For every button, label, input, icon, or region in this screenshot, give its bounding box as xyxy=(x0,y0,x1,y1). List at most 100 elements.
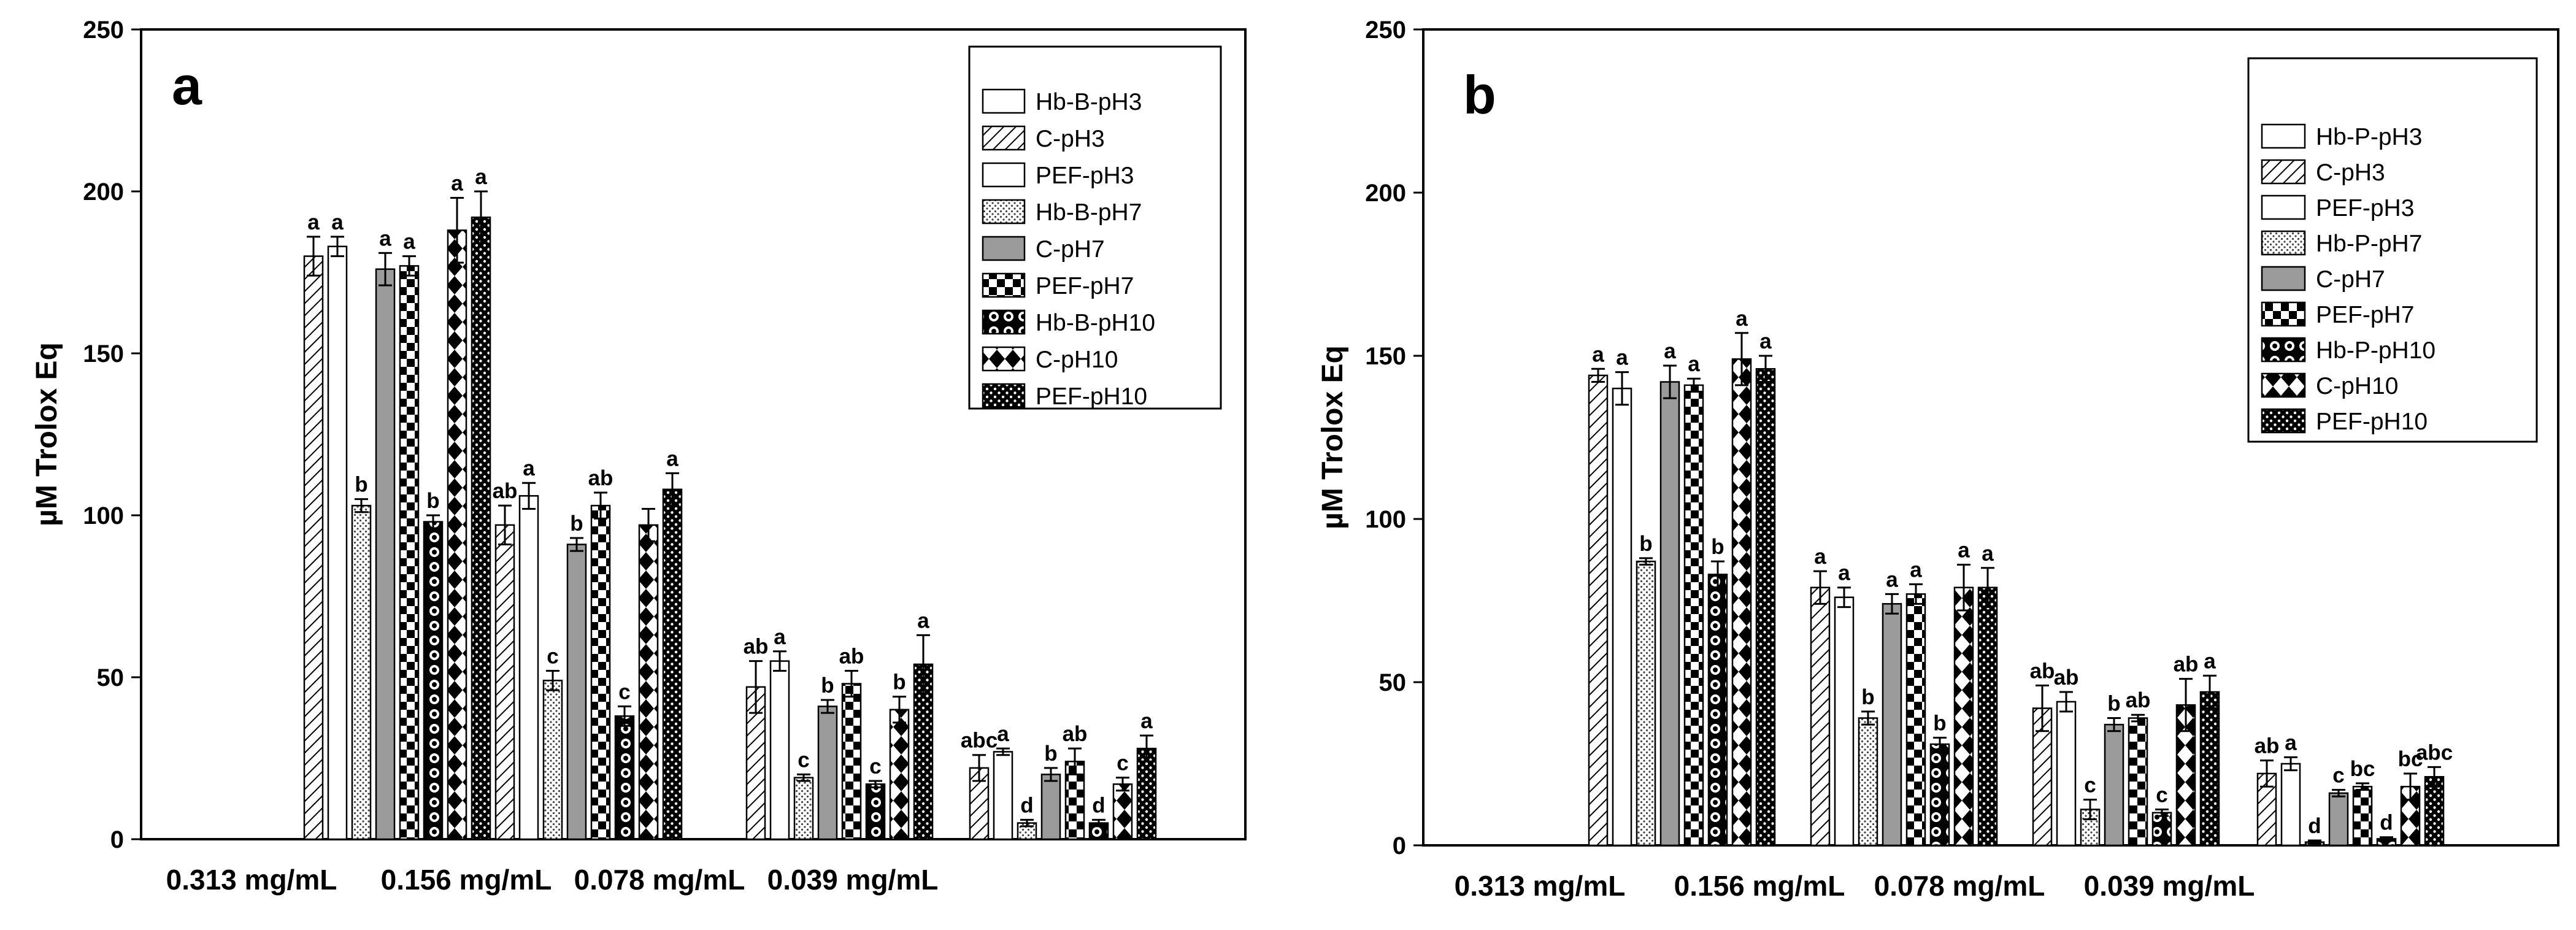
legend-swatch xyxy=(2261,301,2306,327)
significance-letter: a xyxy=(917,609,929,632)
bar xyxy=(1659,381,1680,847)
significance-letter: a xyxy=(403,230,415,254)
error-bar xyxy=(972,754,986,782)
bar xyxy=(2128,717,2148,847)
legend-swatch xyxy=(982,272,1026,298)
bar xyxy=(769,660,790,840)
error-bar xyxy=(1687,377,1701,393)
legend-swatch xyxy=(2261,337,2306,363)
legend-swatch xyxy=(2261,408,2306,434)
y-tick-label: 150 xyxy=(83,340,124,367)
error-bar xyxy=(2308,839,2321,845)
error-bar xyxy=(1020,818,1034,828)
error-bar xyxy=(522,482,536,510)
legend-label: Hb-P-pH10 xyxy=(2316,337,2436,364)
bar xyxy=(1858,717,1878,847)
error-bar xyxy=(1044,767,1058,782)
error-bar xyxy=(546,669,559,691)
legend-label: C-pH10 xyxy=(2316,373,2398,399)
bar xyxy=(662,488,683,840)
bar xyxy=(841,683,862,840)
x-category-label: 0.313 mg/mL xyxy=(1455,870,1626,902)
x-category-label: 0.156 mg/mL xyxy=(1674,870,1845,902)
significance-letter: b xyxy=(1933,711,1946,735)
significance-letter: a xyxy=(2204,649,2216,673)
bar xyxy=(1636,560,1656,847)
bar xyxy=(614,715,635,840)
error-bar xyxy=(1981,567,1994,609)
significance-letter: a xyxy=(1759,329,1772,353)
legend-swatch xyxy=(982,125,1026,151)
significance-letter: a xyxy=(1688,352,1700,376)
significance-letter: a xyxy=(523,456,535,480)
y-tick-label: 200 xyxy=(1365,180,1406,207)
significance-letter: ab xyxy=(2174,653,2199,677)
y-tick-label: 0 xyxy=(1393,832,1406,859)
legend-label: Hb-B-pH3 xyxy=(1036,89,1142,115)
legend-label: Hb-B-pH7 xyxy=(1036,199,1142,226)
legend-label: C-pH10 xyxy=(1036,347,1118,373)
y-tick-label: 0 xyxy=(110,826,124,853)
significance-letter: c xyxy=(2332,764,2344,788)
legend-swatch xyxy=(982,162,1026,188)
significance-letter: a xyxy=(1664,339,1676,363)
significance-letter: b xyxy=(355,473,367,497)
legend-label: PEF-pH7 xyxy=(1036,273,1134,299)
bar xyxy=(1882,603,1902,847)
error-bar xyxy=(1885,593,1899,615)
legend-swatch xyxy=(2261,123,2306,149)
bar xyxy=(2400,785,2421,847)
error-bar xyxy=(917,634,930,694)
legend-label: PEF-pH10 xyxy=(2316,409,2428,435)
legend-label: C-pH3 xyxy=(1036,126,1105,152)
bar xyxy=(1755,368,1776,847)
significance-letter: a xyxy=(307,210,320,234)
significance-letter: a xyxy=(475,165,487,189)
legend-swatch xyxy=(982,309,1026,335)
significance-letter: a xyxy=(379,226,391,250)
error-bar xyxy=(2203,674,2217,710)
legend: Hb-P-pH3 C-pH3 PEF-pH3 Hb-P-pH7 C-pH7 PEF-pH7… xyxy=(2247,57,2538,443)
bar xyxy=(1731,358,1752,847)
error-bar xyxy=(2059,691,2073,713)
legend-label: PEF-pH7 xyxy=(2316,302,2414,328)
error-bar xyxy=(893,696,906,724)
error-bar xyxy=(1615,371,1629,406)
error-bar xyxy=(426,514,440,529)
error-bar xyxy=(845,669,858,698)
significance-letter: c xyxy=(869,755,881,778)
bar xyxy=(1112,783,1133,840)
error-bar xyxy=(2179,678,2193,732)
bar xyxy=(1929,743,1950,847)
significance-letter: c xyxy=(618,680,630,704)
x-category-label: 0.039 mg/mL xyxy=(2084,870,2255,902)
significance-letter: a xyxy=(1958,538,1970,562)
error-bar xyxy=(1837,586,1851,609)
legend-label: PEF-pH10 xyxy=(1036,383,1147,410)
error-bar xyxy=(1909,583,1923,605)
x-category-label: 0.078 mg/mL xyxy=(574,864,745,896)
significance-letter: c xyxy=(2084,774,2096,797)
error-bar xyxy=(379,252,392,286)
significance-letter: abc xyxy=(961,729,998,753)
significance-letter: b xyxy=(2107,692,2120,716)
x-category-label: 0.313 mg/mL xyxy=(166,864,337,896)
bar xyxy=(1834,596,1855,847)
bar xyxy=(518,495,539,840)
error-bar xyxy=(2260,759,2274,788)
error-bar xyxy=(474,190,488,244)
error-bar xyxy=(1092,818,1105,828)
significance-letter: bc xyxy=(2350,757,2375,781)
bar xyxy=(2175,704,2196,847)
error-bar xyxy=(402,255,416,277)
legend-swatch xyxy=(2261,230,2306,256)
error-bar xyxy=(996,747,1010,756)
error-bar xyxy=(307,236,320,277)
error-bar xyxy=(1861,710,1875,726)
legend-swatch xyxy=(982,383,1026,409)
bar xyxy=(327,245,348,840)
x-category-label: 0.156 mg/mL xyxy=(381,864,552,896)
